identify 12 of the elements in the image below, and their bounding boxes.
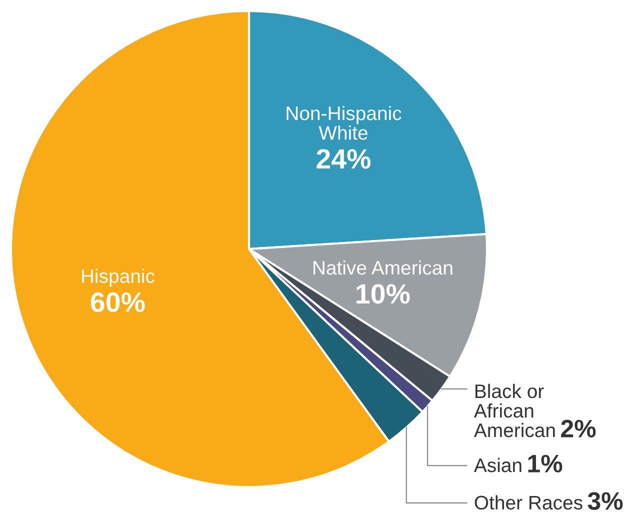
data-label: 10% (356, 284, 410, 304)
slice-label: Other Races (474, 495, 582, 510)
data-label: 1% (528, 454, 562, 472)
data-label: 24% (316, 149, 371, 169)
slice-label: Native American (314, 260, 452, 275)
data-label: 3% (588, 492, 623, 510)
slice-label: Non-Hispanic White (286, 106, 402, 140)
slice-label: Hispanic (82, 268, 154, 287)
data-label: 60% (90, 292, 145, 312)
slice-label: Asian (474, 458, 522, 472)
slice-label: Black or African American (474, 384, 555, 438)
data-label: 2% (561, 420, 596, 438)
